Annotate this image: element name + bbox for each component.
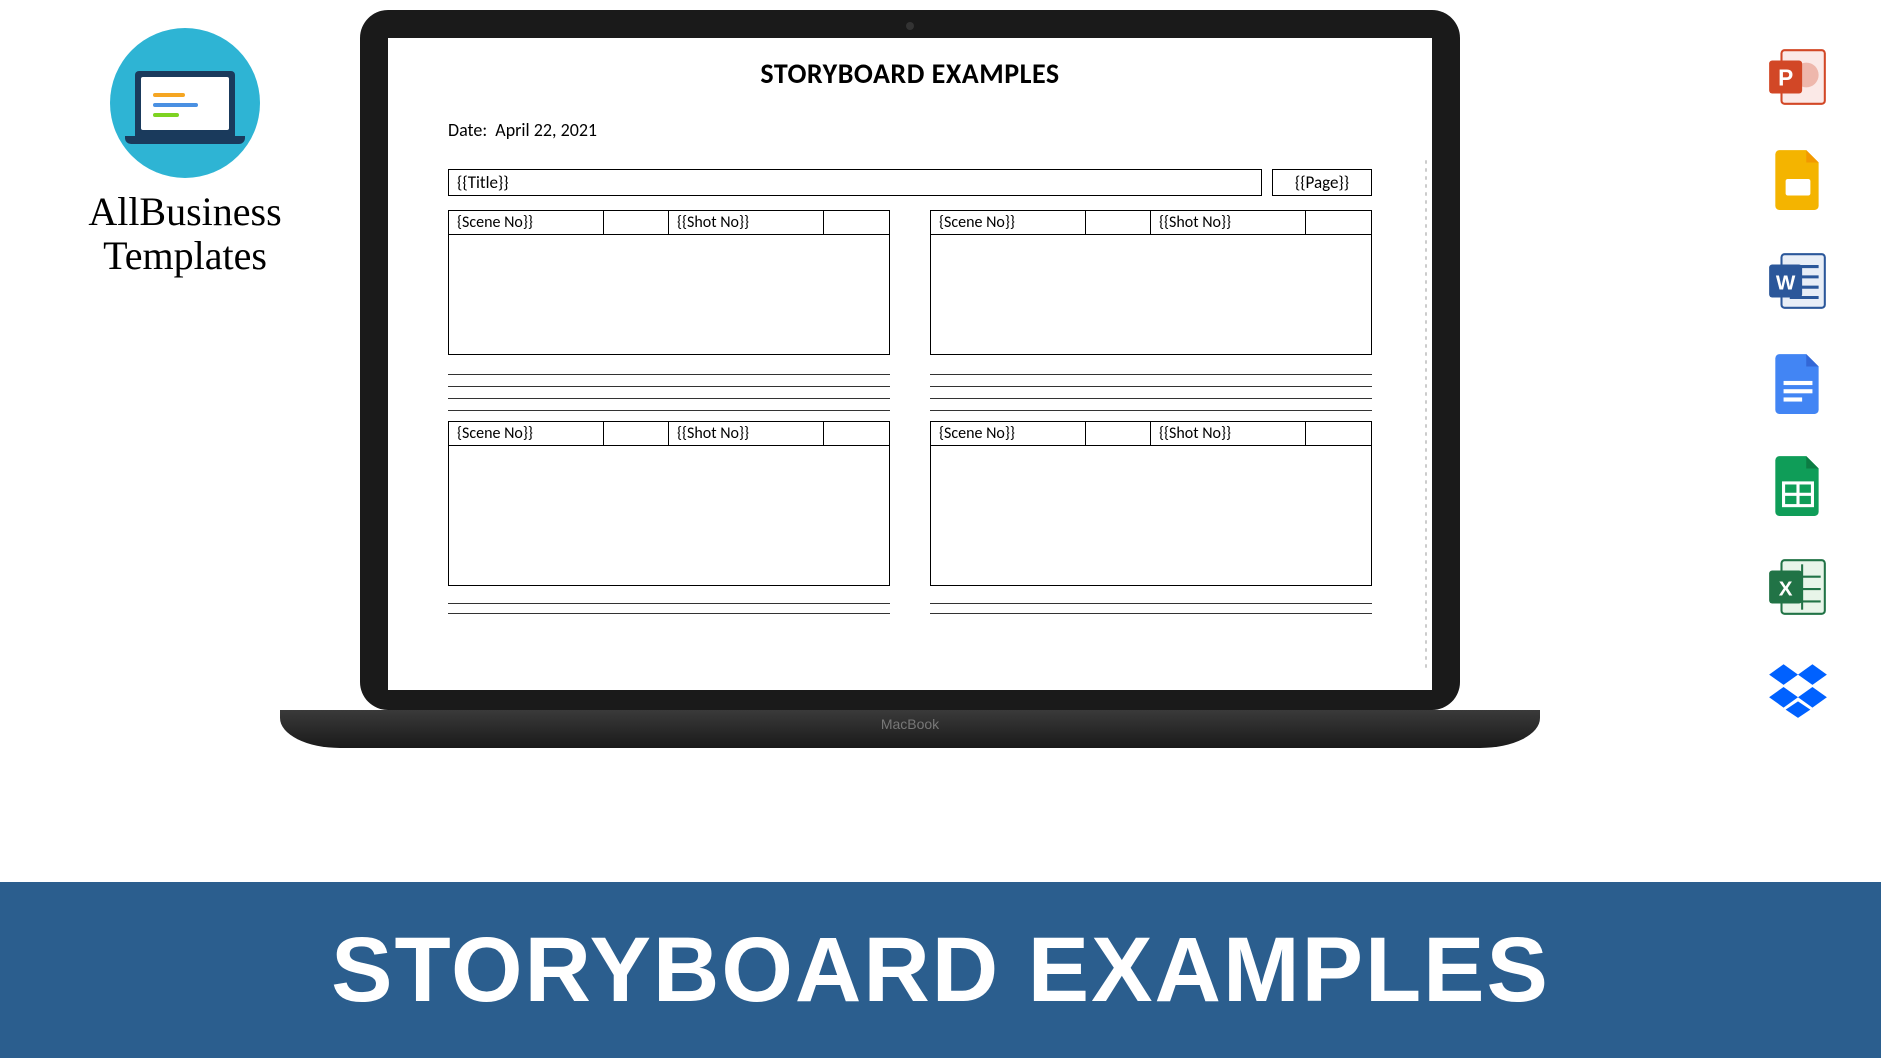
document-screen: STORYBOARD EXAMPLES Date: April 22, 2021… — [388, 38, 1432, 690]
shot-label[interactable]: {{Shot No}} — [669, 211, 824, 234]
scene-label[interactable]: {Scene No}} — [449, 211, 604, 234]
excel-icon[interactable]: X — [1765, 554, 1831, 620]
panel-header: {Scene No}} {{Shot No}} — [448, 210, 890, 235]
camera-icon — [906, 22, 914, 30]
logo-line2: Templates — [70, 234, 300, 278]
scene-blank[interactable] — [604, 211, 669, 234]
doc-title: STORYBOARD EXAMPLES — [448, 56, 1372, 91]
panel-row-2: {Scene No}} {{Shot No}} {Scene No}} — [448, 421, 1372, 614]
brand-logo: AllBusiness Templates — [70, 28, 300, 278]
scene-label[interactable]: {Scene No}} — [449, 422, 604, 445]
powerpoint-icon[interactable]: P — [1765, 44, 1831, 110]
panel-row-1: {Scene No}} {{Shot No}} {Scene No}} — [448, 210, 1372, 411]
panel: {Scene No}} {{Shot No}} — [448, 210, 890, 411]
doc-date: Date: April 22, 2021 — [448, 119, 1372, 141]
logo-circle — [110, 28, 260, 178]
date-label: Date: — [448, 119, 487, 141]
laptop-brand-label: MacBook — [280, 716, 1540, 732]
sketch-box[interactable] — [930, 446, 1372, 586]
logo-text: AllBusiness Templates — [70, 190, 300, 278]
storyboard-document: STORYBOARD EXAMPLES Date: April 22, 2021… — [388, 38, 1432, 614]
google-docs-icon[interactable] — [1765, 350, 1831, 416]
svg-text:X: X — [1779, 577, 1793, 600]
scroll-indicator — [1424, 158, 1428, 670]
shot-blank[interactable] — [824, 422, 889, 445]
dropbox-icon[interactable] — [1765, 656, 1831, 722]
page-cell[interactable]: {{Page}} — [1272, 169, 1372, 196]
scene-blank[interactable] — [1086, 211, 1151, 234]
note-lines[interactable] — [448, 594, 890, 614]
panel: {Scene No}} {{Shot No}} — [448, 421, 890, 614]
note-lines[interactable] — [930, 594, 1372, 614]
note-lines[interactable] — [930, 363, 1372, 411]
google-slides-icon[interactable] — [1765, 146, 1831, 212]
title-cell[interactable]: {{Title}} — [448, 169, 1262, 196]
scene-blank[interactable] — [604, 422, 669, 445]
scene-blank[interactable] — [1086, 422, 1151, 445]
logo-line1: AllBusiness — [70, 190, 300, 234]
word-icon[interactable]: W — [1765, 248, 1831, 314]
shot-label[interactable]: {{Shot No}} — [1151, 422, 1306, 445]
logo-laptop-icon — [135, 71, 235, 136]
shot-blank[interactable] — [1306, 422, 1371, 445]
panel: {Scene No}} {{Shot No}} — [930, 210, 1372, 411]
sketch-box[interactable] — [448, 235, 890, 355]
google-sheets-icon[interactable] — [1765, 452, 1831, 518]
file-type-icons: P W X — [1765, 44, 1831, 722]
laptop-base: MacBook — [280, 710, 1540, 748]
scene-label[interactable]: {Scene No}} — [931, 211, 1086, 234]
scene-label[interactable]: {Scene No}} — [931, 422, 1086, 445]
svg-text:W: W — [1776, 271, 1796, 294]
laptop-bezel: STORYBOARD EXAMPLES Date: April 22, 2021… — [360, 10, 1460, 710]
panel: {Scene No}} {{Shot No}} — [930, 421, 1372, 614]
shot-blank[interactable] — [824, 211, 889, 234]
svg-text:P: P — [1778, 64, 1793, 90]
sketch-box[interactable] — [930, 235, 1372, 355]
shot-label[interactable]: {{Shot No}} — [669, 422, 824, 445]
date-value: April 22, 2021 — [495, 119, 597, 141]
panel-header: {Scene No}} {{Shot No}} — [448, 421, 890, 446]
footer-banner: STORYBOARD EXAMPLES — [0, 882, 1881, 1058]
panel-header: {Scene No}} {{Shot No}} — [930, 210, 1372, 235]
shot-blank[interactable] — [1306, 211, 1371, 234]
title-row: {{Title}} {{Page}} — [448, 169, 1372, 196]
laptop-mockup: STORYBOARD EXAMPLES Date: April 22, 2021… — [360, 10, 1460, 748]
banner-text: STORYBOARD EXAMPLES — [331, 918, 1550, 1023]
shot-label[interactable]: {{Shot No}} — [1151, 211, 1306, 234]
sketch-box[interactable] — [448, 446, 890, 586]
note-lines[interactable] — [448, 363, 890, 411]
panel-header: {Scene No}} {{Shot No}} — [930, 421, 1372, 446]
